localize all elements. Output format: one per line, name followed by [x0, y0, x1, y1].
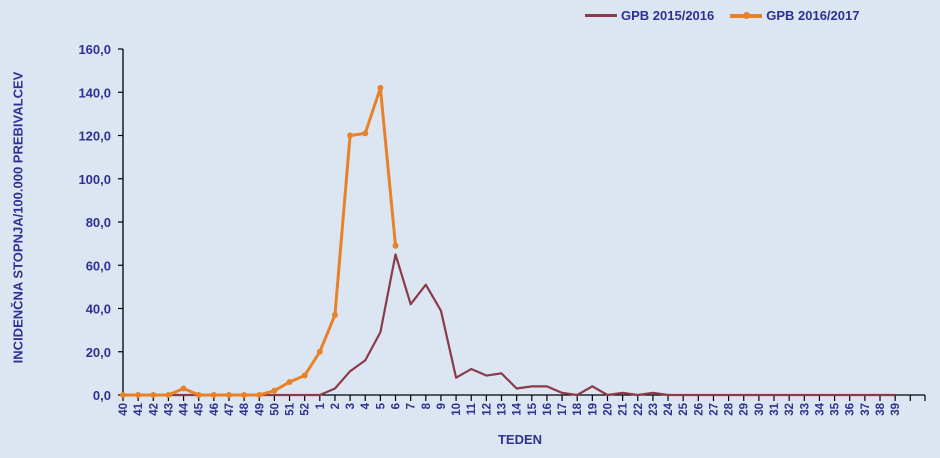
x-tick-label: 28: [724, 402, 736, 415]
x-tick-label: 51: [285, 402, 297, 415]
y-tick-label: 20,0: [86, 345, 111, 360]
y-tick-label: 60,0: [86, 258, 111, 273]
data-point-marker: [331, 311, 338, 318]
x-tick-label: 45: [194, 402, 206, 415]
x-tick-label: 13: [497, 403, 509, 416]
x-tick-label: 42: [148, 403, 160, 416]
x-tick-label: 32: [784, 403, 796, 416]
data-point-marker: [135, 392, 142, 398]
x-tick-label: 39: [890, 403, 902, 416]
x-tick-label: 2: [330, 403, 342, 409]
x-tick-label: 9: [436, 403, 448, 409]
x-tick-label: 18: [572, 402, 584, 415]
x-tick-label: 27: [708, 403, 720, 416]
data-point-marker: [165, 392, 172, 398]
x-tick-label: 23: [648, 403, 660, 416]
x-tick-label: 41: [133, 402, 145, 415]
data-point-marker: [256, 392, 263, 398]
series-line-2015-2016: [123, 253, 896, 397]
x-tick-label: 40: [118, 403, 130, 416]
x-tick-label: 22: [633, 403, 645, 416]
x-tick-label: 43: [163, 403, 175, 416]
data-point-marker: [210, 392, 217, 398]
y-axis-title: INCIDENČNA STOPNJA/100.000 PREBIVALCEV: [10, 71, 26, 364]
data-point-marker: [241, 392, 248, 398]
x-tick-label: 5: [375, 402, 387, 409]
x-tick-label: 10: [451, 403, 463, 416]
x-tick-label: 8: [421, 402, 433, 409]
x-tick-label: 25: [678, 402, 690, 415]
data-point-marker: [316, 348, 323, 355]
data-point-marker: [392, 242, 399, 249]
x-tick-label: 21: [618, 402, 630, 415]
x-tick-label: 37: [860, 403, 872, 416]
legend-swatch-2015-2016: [585, 14, 617, 17]
x-tick-label: 47: [224, 403, 236, 416]
x-tick-label: 35: [830, 402, 842, 415]
x-tick-label: 46: [209, 403, 221, 416]
x-tick-label: 52: [300, 403, 312, 416]
x-tick-label: 14: [512, 402, 524, 415]
x-tick-label: 1: [315, 402, 327, 409]
x-axis-title: TEDEN: [497, 432, 543, 447]
x-tick-label: 49: [254, 403, 266, 416]
y-tick-label: 140,0: [78, 85, 111, 100]
x-tick-label: 7: [406, 403, 418, 409]
x-tick-label: 29: [739, 403, 751, 416]
x-tick-label: 50: [269, 403, 281, 416]
series-line-2016-2017: [123, 86, 398, 397]
x-tick-label: 33: [799, 403, 811, 416]
y-tick-label: 120,0: [78, 129, 111, 144]
data-point-marker: [377, 84, 384, 91]
data-point-marker: [180, 385, 187, 392]
data-point-marker: [195, 392, 202, 398]
data-point-marker: [286, 379, 293, 386]
legend-label: GPB 2015/2016: [621, 8, 715, 23]
chart-legend: GPB 2015/2016 GPB 2016/2017: [585, 8, 859, 23]
x-tick-label: 31: [769, 402, 781, 415]
legend-item-2016-2017: GPB 2016/2017: [730, 8, 859, 23]
x-tick-label: 16: [542, 403, 554, 416]
data-point-marker: [301, 372, 308, 379]
y-tick-label: 80,0: [86, 215, 111, 230]
x-tick-label: 34: [814, 402, 826, 415]
x-tick-label: 17: [557, 403, 569, 416]
x-tick-label: 11: [466, 402, 478, 415]
x-tick-label: 26: [693, 403, 705, 416]
x-tick-label: 44: [179, 402, 191, 415]
x-tick-label: 15: [527, 402, 539, 415]
legend-item-2015-2016: GPB 2015/2016: [585, 8, 714, 23]
data-point-marker: [362, 130, 369, 137]
legend-swatch-2016-2017: [730, 11, 763, 19]
y-tick-label: 100,0: [78, 172, 111, 187]
y-tick-label: 0,0: [93, 388, 111, 403]
x-tick-label: 4: [360, 402, 372, 409]
y-tick-label: 40,0: [86, 302, 111, 317]
data-point-marker: [347, 132, 354, 139]
data-point-marker: [271, 387, 278, 394]
data-point-marker: [150, 392, 157, 398]
x-tick-label: 12: [481, 403, 493, 416]
y-tick-label: 160,0: [78, 42, 111, 57]
x-tick-label: 36: [845, 403, 857, 416]
data-point-marker: [120, 392, 126, 398]
x-tick-label: 38: [875, 402, 887, 415]
x-tick-label: 24: [663, 402, 675, 415]
x-tick-label: 30: [754, 403, 766, 416]
legend-label: GPB 2016/2017: [766, 8, 860, 23]
x-tick-label: 3: [345, 403, 357, 409]
x-tick-label: 48: [239, 402, 251, 415]
data-point-marker: [225, 392, 232, 398]
x-tick-label: 6: [391, 403, 403, 409]
x-tick-label: 19: [587, 403, 599, 416]
x-tick-label: 20: [602, 403, 614, 416]
